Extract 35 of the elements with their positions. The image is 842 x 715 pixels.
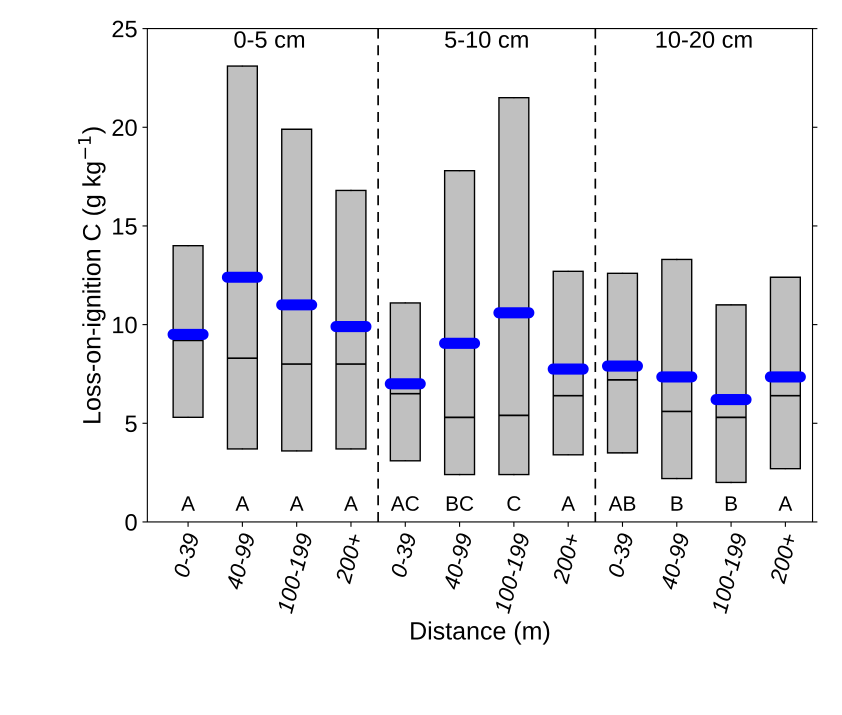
annotation: 0-5 cm <box>234 31 304 48</box>
annotation: AC <box>390 496 419 511</box>
annotation: 5-10 cm <box>445 31 528 48</box>
y-tick-label: 10 <box>113 316 137 334</box>
annotation: B <box>726 496 737 511</box>
y-axis-title: Loss-on-ignition C (g kg$^{−1}$) <box>78 127 106 423</box>
y-tick-label: 15 <box>113 218 137 235</box>
annotation: A <box>561 496 576 511</box>
y-tick-label: 0 <box>125 514 137 531</box>
x-tick-label: 40-99 <box>442 532 473 591</box>
x-axis-title: Distance (m) <box>411 621 550 645</box>
x-tick-label: 200+ <box>335 532 364 584</box>
x-tick-label: 200+ <box>552 532 580 584</box>
y-tick-label: 20 <box>112 119 137 136</box>
x-tick-label: 100-199 <box>711 532 748 614</box>
x-tick-label: 0-39 <box>173 532 200 578</box>
x-tick-label: 100-199 <box>494 532 530 614</box>
annotation: A <box>235 496 250 511</box>
annotation: AB <box>608 496 636 511</box>
annotation: B <box>672 496 683 511</box>
x-tick-label: 0-39 <box>608 532 634 578</box>
annotation: A <box>344 496 358 511</box>
annotation: 10-20 cm <box>656 31 752 48</box>
x-tick-label: 200+ <box>769 532 798 584</box>
annotation: C <box>507 496 521 511</box>
annotation: A <box>290 496 304 511</box>
x-tick-label: 40-99 <box>226 532 256 591</box>
y-tick-label: 25 <box>112 20 137 38</box>
annotation: A <box>778 496 792 511</box>
annotation: A <box>181 496 195 511</box>
x-tick-label: 100-199 <box>276 532 313 614</box>
x-tick-label: 40-99 <box>660 532 690 591</box>
x-tick-label: 0-39 <box>390 532 417 578</box>
annotation: BC <box>446 496 474 511</box>
y-tick-label: 5 <box>125 416 137 432</box>
